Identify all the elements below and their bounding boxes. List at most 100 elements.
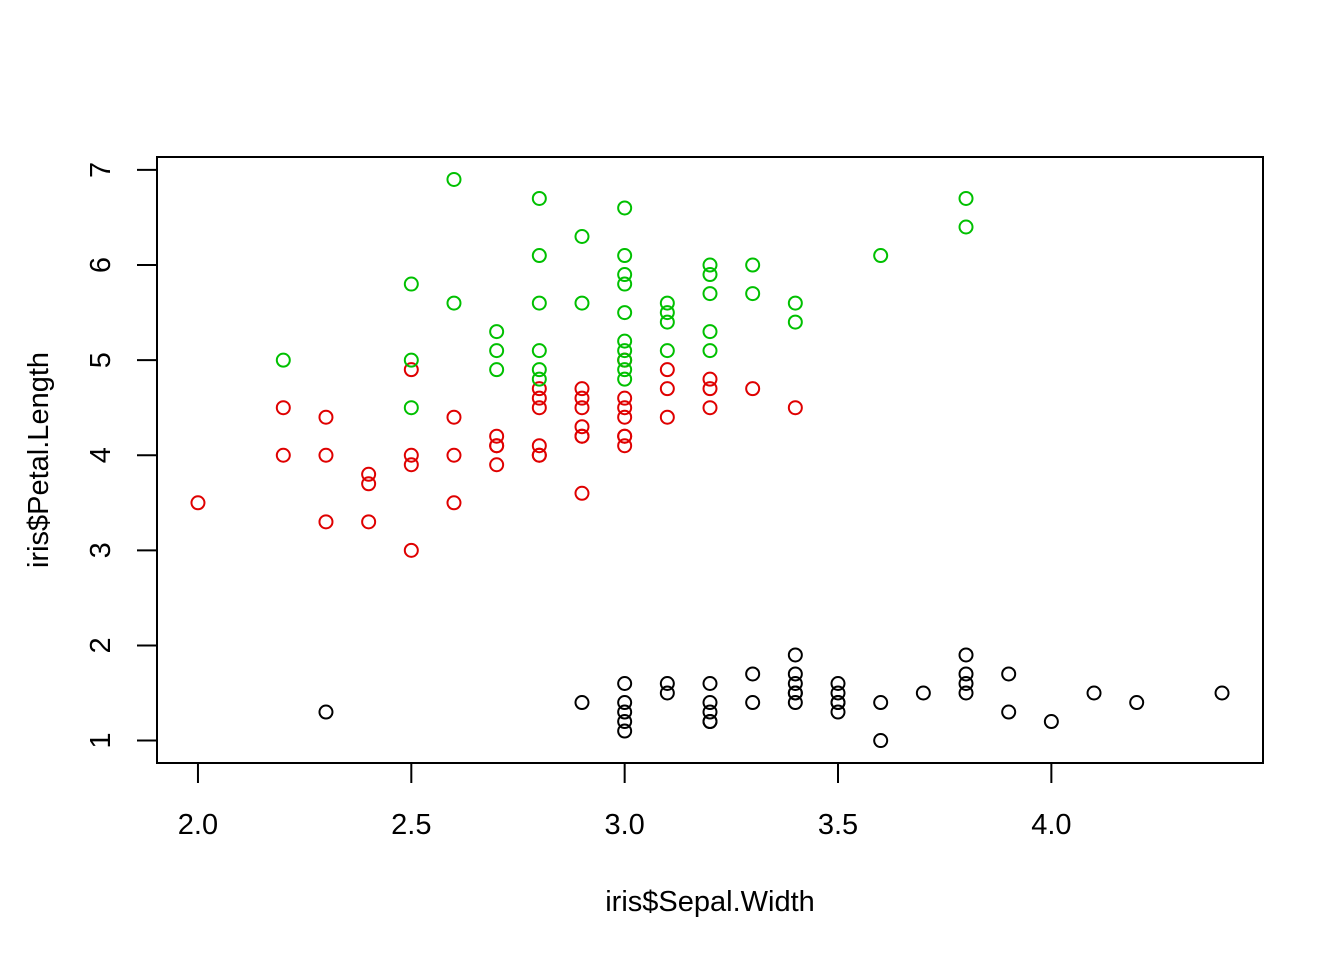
data-point — [318, 704, 334, 720]
data-point — [489, 343, 505, 359]
data-point — [489, 457, 505, 473]
data-point — [531, 447, 547, 463]
data-point — [1086, 685, 1102, 701]
data-point — [531, 248, 547, 264]
y-tick-label: 6 — [85, 257, 117, 273]
y-tick-label: 2 — [85, 637, 117, 653]
data-point — [659, 314, 675, 330]
data-point — [787, 295, 803, 311]
data-point — [702, 286, 718, 302]
data-point — [617, 267, 633, 283]
data-point — [489, 438, 505, 454]
data-point — [915, 685, 931, 701]
data-point — [574, 695, 590, 711]
data-point — [361, 514, 377, 530]
data-point — [745, 381, 761, 397]
data-point — [403, 542, 419, 558]
data-point — [659, 362, 675, 378]
data-point — [403, 352, 419, 368]
data-point — [403, 400, 419, 416]
data-point — [446, 409, 462, 425]
x-tick-label: 3.5 — [818, 809, 858, 841]
data-point — [702, 267, 718, 283]
data-point — [318, 409, 334, 425]
y-axis-label: iris$Petal.Length — [23, 352, 55, 568]
data-point — [958, 675, 974, 691]
data-point — [787, 647, 803, 663]
data-point — [659, 305, 675, 321]
data-point — [958, 666, 974, 682]
data-point — [617, 438, 633, 454]
data-point — [702, 675, 718, 691]
data-point — [361, 476, 377, 492]
data-point — [1043, 714, 1059, 730]
data-point — [958, 190, 974, 206]
data-point — [1129, 695, 1145, 711]
data-point — [830, 675, 846, 691]
data-point — [873, 695, 889, 711]
data-point — [617, 305, 633, 321]
data-point — [659, 381, 675, 397]
data-point — [531, 381, 547, 397]
data-point — [617, 714, 633, 730]
data-point — [617, 704, 633, 720]
data-point — [617, 371, 633, 387]
data-point — [617, 428, 633, 444]
data-point — [873, 733, 889, 749]
x-tick-label: 2.0 — [178, 809, 218, 841]
data-point — [617, 248, 633, 264]
y-axis: 1 2 3 4 5 6 7 — [85, 162, 158, 749]
data-point — [702, 400, 718, 416]
data-point — [702, 257, 718, 273]
data-point — [787, 314, 803, 330]
data-point — [702, 695, 718, 711]
data-point — [873, 248, 889, 264]
data-point — [659, 409, 675, 425]
data-point — [958, 647, 974, 663]
data-point — [617, 675, 633, 691]
data-point — [745, 666, 761, 682]
data-point — [702, 704, 718, 720]
data-point — [489, 362, 505, 378]
data-point — [531, 438, 547, 454]
data-points — [190, 171, 1230, 749]
data-point — [574, 485, 590, 501]
data-point — [745, 695, 761, 711]
data-point — [574, 381, 590, 397]
data-point — [275, 400, 291, 416]
data-point — [617, 409, 633, 425]
data-point — [830, 685, 846, 701]
data-point — [617, 276, 633, 292]
data-point — [1001, 704, 1017, 720]
data-point — [617, 343, 633, 359]
data-point — [446, 295, 462, 311]
data-point — [702, 343, 718, 359]
data-point — [617, 200, 633, 216]
data-point — [361, 466, 377, 482]
data-point — [403, 457, 419, 473]
data-point — [403, 362, 419, 378]
data-point — [745, 286, 761, 302]
data-point — [574, 428, 590, 444]
data-point — [702, 371, 718, 387]
data-point — [659, 295, 675, 311]
data-point — [531, 190, 547, 206]
data-point — [830, 704, 846, 720]
y-tick-label: 1 — [85, 732, 117, 748]
data-point — [958, 219, 974, 235]
data-point — [531, 371, 547, 387]
y-tick-label: 4 — [85, 447, 117, 463]
data-point — [617, 400, 633, 416]
data-point — [745, 257, 761, 273]
data-point — [617, 695, 633, 711]
data-point — [275, 447, 291, 463]
data-point — [702, 324, 718, 340]
data-point — [659, 675, 675, 691]
data-point — [787, 675, 803, 691]
data-point — [787, 695, 803, 711]
x-axis-label: iris$Sepal.Width — [605, 886, 815, 918]
data-point — [318, 514, 334, 530]
data-point — [574, 419, 590, 435]
data-point — [787, 666, 803, 682]
